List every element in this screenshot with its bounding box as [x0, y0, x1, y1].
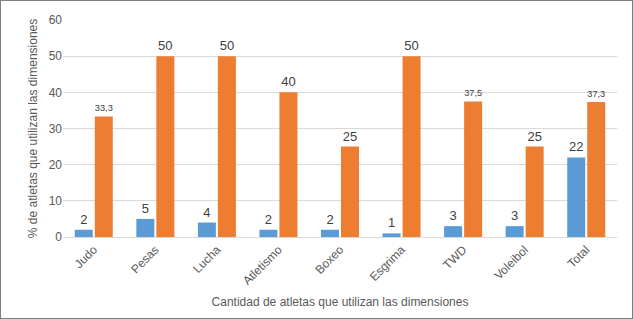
svg-text:Voleibol: Voleibol — [491, 243, 531, 283]
svg-text:Total: Total — [565, 243, 593, 271]
svg-text:2: 2 — [326, 212, 333, 227]
svg-text:37,5: 37,5 — [464, 88, 482, 98]
svg-text:Cantidad de atletas que utiliz: Cantidad de atletas que utilizan las dim… — [212, 295, 469, 309]
svg-text:30: 30 — [49, 122, 63, 136]
svg-text:20: 20 — [49, 158, 63, 172]
svg-text:50: 50 — [158, 38, 172, 53]
svg-text:22: 22 — [569, 139, 583, 154]
svg-text:Atletismo: Atletismo — [240, 243, 285, 288]
svg-text:37,3: 37,3 — [587, 89, 605, 99]
svg-text:Judo: Judo — [72, 243, 101, 272]
svg-text:0: 0 — [55, 230, 62, 244]
svg-text:Pesas: Pesas — [128, 243, 161, 276]
svg-text:2: 2 — [265, 212, 272, 227]
svg-text:40: 40 — [281, 74, 295, 89]
svg-text:25: 25 — [343, 129, 357, 144]
svg-text:60: 60 — [49, 13, 63, 27]
svg-text:% de atletas que utilizan las: % de atletas que utilizan las dimensione… — [26, 19, 40, 238]
svg-text:1: 1 — [388, 215, 395, 230]
svg-text:50: 50 — [404, 38, 418, 53]
svg-text:33,3: 33,3 — [95, 103, 113, 113]
svg-text:Esgrima: Esgrima — [367, 243, 408, 284]
svg-text:25: 25 — [527, 129, 541, 144]
svg-text:TWD: TWD — [440, 243, 469, 272]
svg-text:Boxeo: Boxeo — [312, 243, 346, 277]
svg-text:50: 50 — [49, 49, 63, 63]
svg-text:Lucha: Lucha — [190, 243, 223, 276]
svg-text:10: 10 — [49, 194, 63, 208]
svg-text:3: 3 — [511, 208, 518, 223]
svg-text:40: 40 — [49, 86, 63, 100]
svg-text:4: 4 — [203, 205, 210, 220]
svg-text:2: 2 — [80, 212, 87, 227]
svg-text:3: 3 — [449, 208, 456, 223]
svg-text:5: 5 — [142, 201, 149, 216]
svg-text:50: 50 — [220, 38, 234, 53]
